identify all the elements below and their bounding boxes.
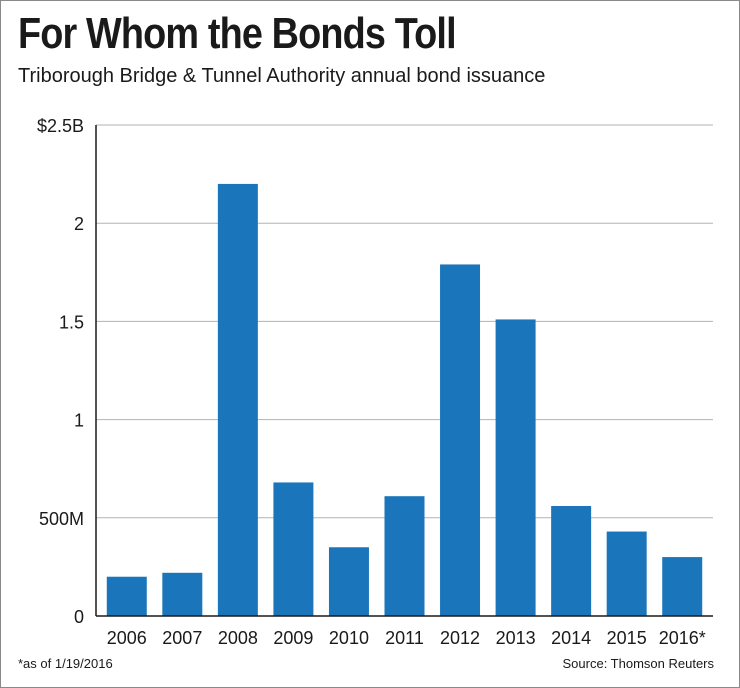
x-tick-labels: 2006 2007 2008 2009 2010 2011 2012 2013 2014 2015… [107,628,706,648]
bars [106,183,703,617]
bar-2009 [273,482,314,616]
x-tick-label: 2012 [440,628,480,648]
axes [95,125,713,617]
chart-title: For Whom the Bonds Toll [18,9,457,58]
footnote: *as of 1/19/2016 [18,656,113,671]
y-tick-labels: 0 500M 1 1.5 2 $2.5B [37,116,84,627]
bar-2007 [162,572,203,616]
bar-2015 [606,531,647,616]
gridlines [96,124,713,519]
bar-2010 [328,547,369,616]
bar-2016 [662,557,703,616]
bar-2011 [384,496,425,616]
bar-2014 [551,506,592,616]
x-tick-label: 2009 [273,628,313,648]
x-tick-label: 2011 [385,628,424,648]
x-tick-label: 2014 [551,628,591,648]
y-tick-label: 500M [39,509,84,529]
y-tick-label: 1.5 [59,312,84,332]
y-tick-label: 2 [74,214,84,234]
bar-2006 [106,576,147,616]
x-tick-label: 2016* [659,628,706,648]
x-tick-label: 2007 [162,628,202,648]
y-tick-label: 0 [74,607,84,627]
x-tick-label: 2010 [329,628,369,648]
x-tick-label: 2008 [218,628,258,648]
bar-2008 [217,183,258,617]
y-tick-label: 1 [74,411,84,431]
y-tick-label: $2.5B [37,116,84,136]
chart-subtitle: Triborough Bridge & Tunnel Authority ann… [18,65,546,87]
x-tick-label: 2006 [107,628,147,648]
x-tick-label: 2013 [496,628,536,648]
source-note: Source: Thomson Reuters [562,656,715,671]
bar-2013 [495,319,536,616]
x-tick-label: 2015 [607,628,647,648]
bar-2012 [440,264,481,616]
